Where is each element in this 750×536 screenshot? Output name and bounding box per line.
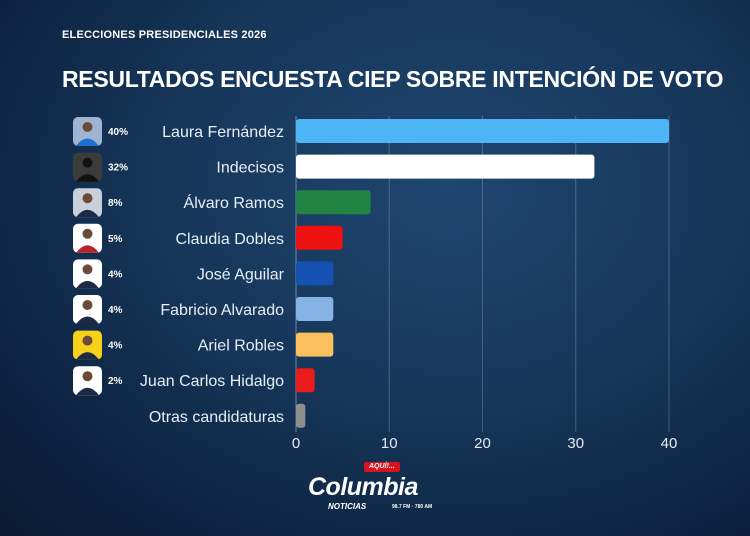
data-label: 4% — [108, 305, 123, 316]
avatar-body-icon — [76, 245, 99, 253]
avatar-head-icon — [82, 122, 93, 132]
logo-badge: AQUÍ!... — [364, 462, 400, 472]
logo-freq: 98.7 FM · 780 AM — [392, 504, 433, 510]
chart-title: RESULTADOS ENCUESTA CIEP SOBRE INTENCIÓN… — [62, 66, 724, 92]
bar — [296, 403, 306, 428]
logo-name: Columbia — [308, 473, 418, 501]
bar — [296, 261, 334, 286]
category-label: Ariel Robles — [198, 338, 284, 355]
bar — [296, 154, 595, 179]
category-label: Álvaro Ramos — [184, 193, 284, 212]
data-label: 8% — [108, 198, 123, 209]
bar — [296, 119, 669, 143]
avatar-head-icon — [82, 228, 93, 239]
avatar-body-icon — [76, 280, 99, 289]
data-label: 5% — [108, 234, 123, 245]
data-label: 2% — [108, 376, 123, 387]
x-tick-label: 0 — [292, 435, 300, 452]
avatar-body-icon — [76, 174, 99, 182]
x-tick-label: 10 — [381, 435, 398, 452]
category-label: Fabricio Alvarado — [160, 302, 284, 319]
avatar-head-icon — [82, 335, 93, 346]
bar — [296, 225, 343, 250]
kicker: ELECCIONES PRESIDENCIALES 2026 — [62, 29, 267, 41]
data-label: 32% — [108, 163, 128, 174]
bar — [296, 332, 334, 357]
avatar-body-icon — [76, 138, 99, 146]
bar — [296, 190, 371, 215]
avatar-body-icon — [76, 387, 99, 396]
data-label: 4% — [108, 269, 123, 280]
category-label: Otras candidaturas — [149, 409, 284, 426]
x-tick-label: 20 — [474, 435, 491, 452]
columbia-logo: AQUÍ!... Columbia NOTICIAS 98.7 FM · 780… — [306, 462, 456, 526]
x-tick-label: 30 — [567, 435, 584, 452]
avatar-head-icon — [82, 371, 93, 382]
avatar-head-icon — [82, 264, 93, 275]
avatar-head-icon — [82, 300, 93, 310]
data-label: 40% — [108, 127, 128, 138]
category-label: Claudia Dobles — [175, 231, 284, 248]
x-tick-label: 40 — [661, 435, 678, 452]
category-label: Indecisos — [216, 160, 284, 177]
avatar-body-icon — [76, 352, 99, 360]
avatar-body-icon — [76, 209, 99, 218]
category-label: Juan Carlos Hidalgo — [140, 373, 284, 390]
category-label: José Aguilar — [197, 266, 285, 283]
avatar-head-icon — [82, 157, 93, 168]
category-label: Laura Fernández — [162, 124, 284, 141]
logo-sub: NOTICIAS — [328, 502, 367, 511]
avatar-head-icon — [82, 193, 93, 204]
bar — [296, 297, 334, 321]
avatar-body-icon — [76, 316, 99, 324]
bar — [296, 368, 315, 393]
data-label: 4% — [108, 341, 123, 352]
